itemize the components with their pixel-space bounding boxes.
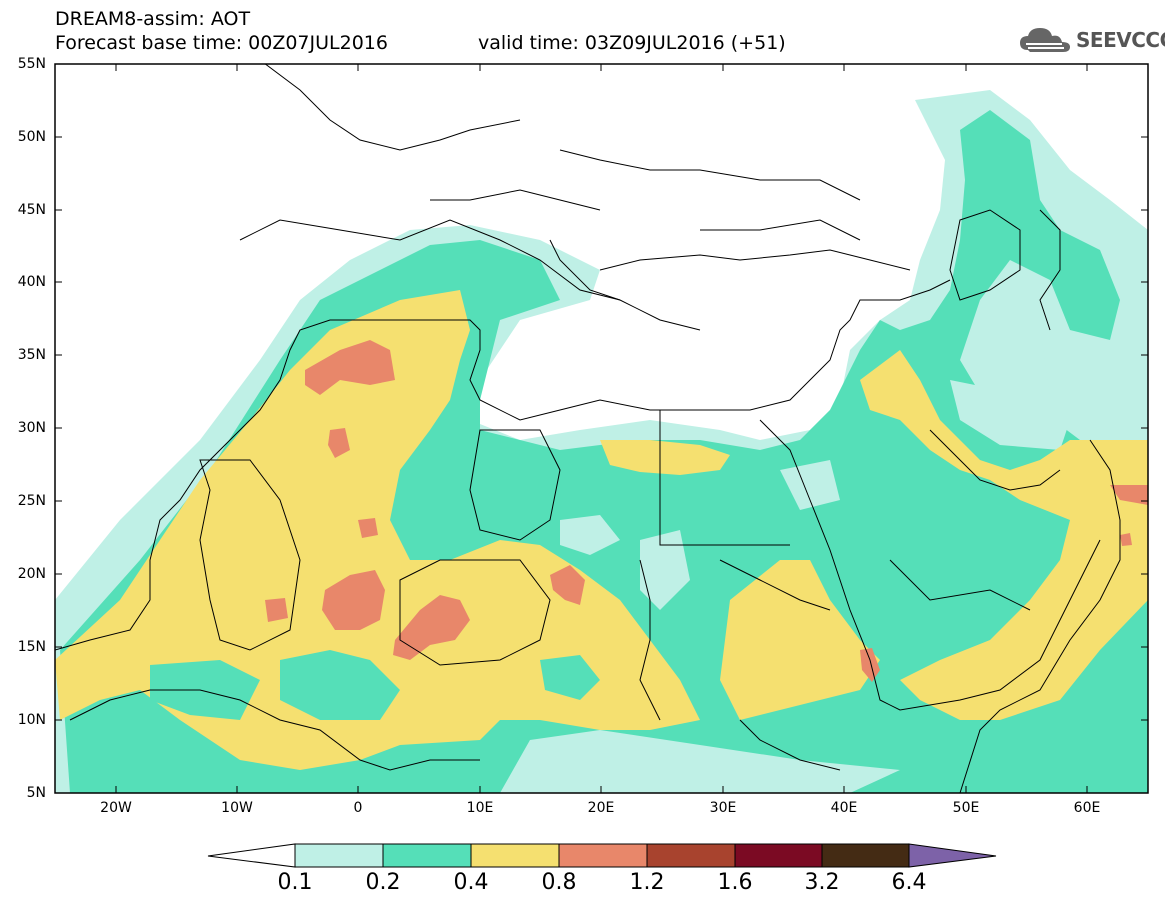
lat-label-5n: 5N — [26, 785, 46, 801]
coastlines — [55, 64, 1121, 793]
lon-label-0: 0 — [353, 800, 363, 816]
colorbar-label-6.4: 6.4 — [891, 870, 927, 895]
colorbar-arrow-low — [207, 843, 296, 868]
lat-label-15n: 15N — [17, 639, 46, 655]
lon-label-30e: 30E — [709, 800, 737, 816]
lat-label-55n: 55N — [17, 56, 46, 72]
lat-label-10n: 10N — [17, 712, 46, 728]
colorbar-label-0.4: 0.4 — [453, 870, 489, 895]
colorbar-label-0.2: 0.2 — [365, 870, 401, 895]
colorbar-label-3.2: 3.2 — [804, 870, 840, 895]
aot-field — [55, 64, 1148, 793]
lat-label-20n: 20N — [17, 566, 46, 582]
colorbar-bin-1.2 — [646, 843, 736, 868]
lon-label-10e: 10E — [466, 800, 494, 816]
lat-label-50n: 50N — [17, 129, 46, 145]
aot-shade-0.4 — [55, 290, 1148, 770]
seevccc-logo: SEEVCCC — [1018, 24, 1165, 56]
lon-label-20e: 20E — [587, 800, 615, 816]
colorbar — [207, 843, 997, 868]
lon-label-10w: 10W — [221, 800, 253, 816]
aot-shade-0.8 — [265, 340, 1148, 682]
logo-text: SEEVCCC — [1076, 28, 1165, 52]
map-title: DREAM8-assim: AOT — [55, 8, 251, 30]
lon-label-60e: 60E — [1073, 800, 1101, 816]
lon-label-40e: 40E — [830, 800, 858, 816]
aot-shade-0.2-islands — [150, 650, 600, 720]
lat-label-35n: 35N — [17, 347, 46, 363]
colorbar-bin-0.2 — [382, 843, 472, 868]
forecast-base-time: Forecast base time: 00Z07JUL2016 — [55, 32, 388, 54]
lon-label-20w: 20W — [100, 800, 132, 816]
colorbar-label-1.6: 1.6 — [717, 870, 753, 895]
colorbar-bin-0.8 — [558, 843, 648, 868]
lat-ticks — [55, 63, 1148, 794]
aot-shade-0.1-holes — [500, 330, 1110, 793]
lon-label-50e: 50E — [952, 800, 980, 816]
valid-time: valid time: 03Z09JUL2016 (+51) — [478, 32, 786, 54]
colorbar-bin-3.2 — [821, 843, 910, 868]
lat-label-45n: 45N — [17, 202, 46, 218]
colorbar-arrow-high — [908, 843, 997, 868]
colorbar-label-0.8: 0.8 — [541, 870, 577, 895]
cloud-icon — [1020, 28, 1070, 52]
lat-label-25n: 25N — [17, 493, 46, 509]
lat-label-30n: 30N — [17, 420, 46, 436]
lon-ticks — [115, 64, 1088, 793]
colorbar-bin-1.6 — [734, 843, 823, 868]
colorbar-label-0.1: 0.1 — [277, 870, 313, 895]
lat-label-40n: 40N — [17, 274, 46, 290]
colorbar-label-1.2: 1.2 — [629, 870, 665, 895]
colorbar-bin-0.1 — [294, 843, 384, 868]
colorbar-bin-0.4 — [470, 843, 560, 868]
